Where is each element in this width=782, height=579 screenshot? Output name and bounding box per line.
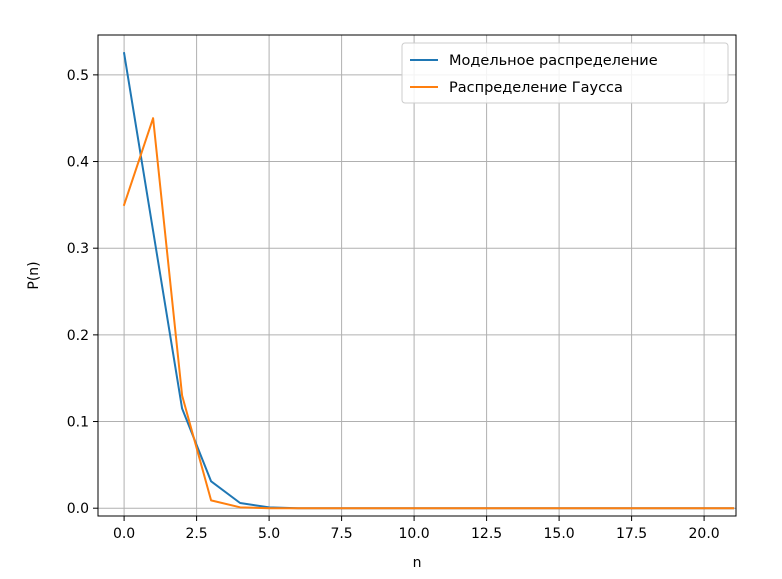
legend: Модельное распределение Распределение Гау… (401, 42, 729, 104)
legend-label-1: Модельное распределение (449, 53, 658, 69)
x-axis-label: n (413, 555, 422, 571)
y-tick-label: 0.2 (67, 328, 89, 344)
series-line-1 (122, 52, 735, 510)
axes: 0.0 2.5 5.0 7.5 10.0 12.5 15.0 17.5 20.0 0.0 0.1 0.… (67, 68, 720, 542)
y-tick-label: 0.0 (67, 501, 89, 517)
y-tick-label: 0.1 (67, 415, 89, 431)
x-tick-label: 7.5 (330, 526, 352, 542)
legend-label-2: Распределение Гаусса (449, 80, 623, 96)
y-axis-label: P(n) (26, 261, 42, 289)
x-tick-label: 12.5 (471, 526, 502, 542)
y-tick-label: 0.5 (67, 68, 89, 84)
x-tick-label: 17.5 (616, 526, 647, 542)
series-layer (122, 52, 735, 510)
x-tick-label: 20.0 (689, 526, 720, 542)
grid (98, 35, 736, 516)
plot-frame (97, 34, 737, 517)
x-tick-label: 10.0 (399, 526, 430, 542)
y-tick-label: 0.3 (67, 241, 89, 257)
x-tick-label: 5.0 (258, 526, 280, 542)
x-tick-label: 0.0 (113, 526, 135, 542)
x-tick-label: 15.0 (544, 526, 575, 542)
legend-box (401, 42, 729, 104)
x-tick-label: 2.5 (185, 526, 207, 542)
series-line-2 (122, 117, 735, 510)
y-tick-label: 0.4 (67, 155, 89, 171)
